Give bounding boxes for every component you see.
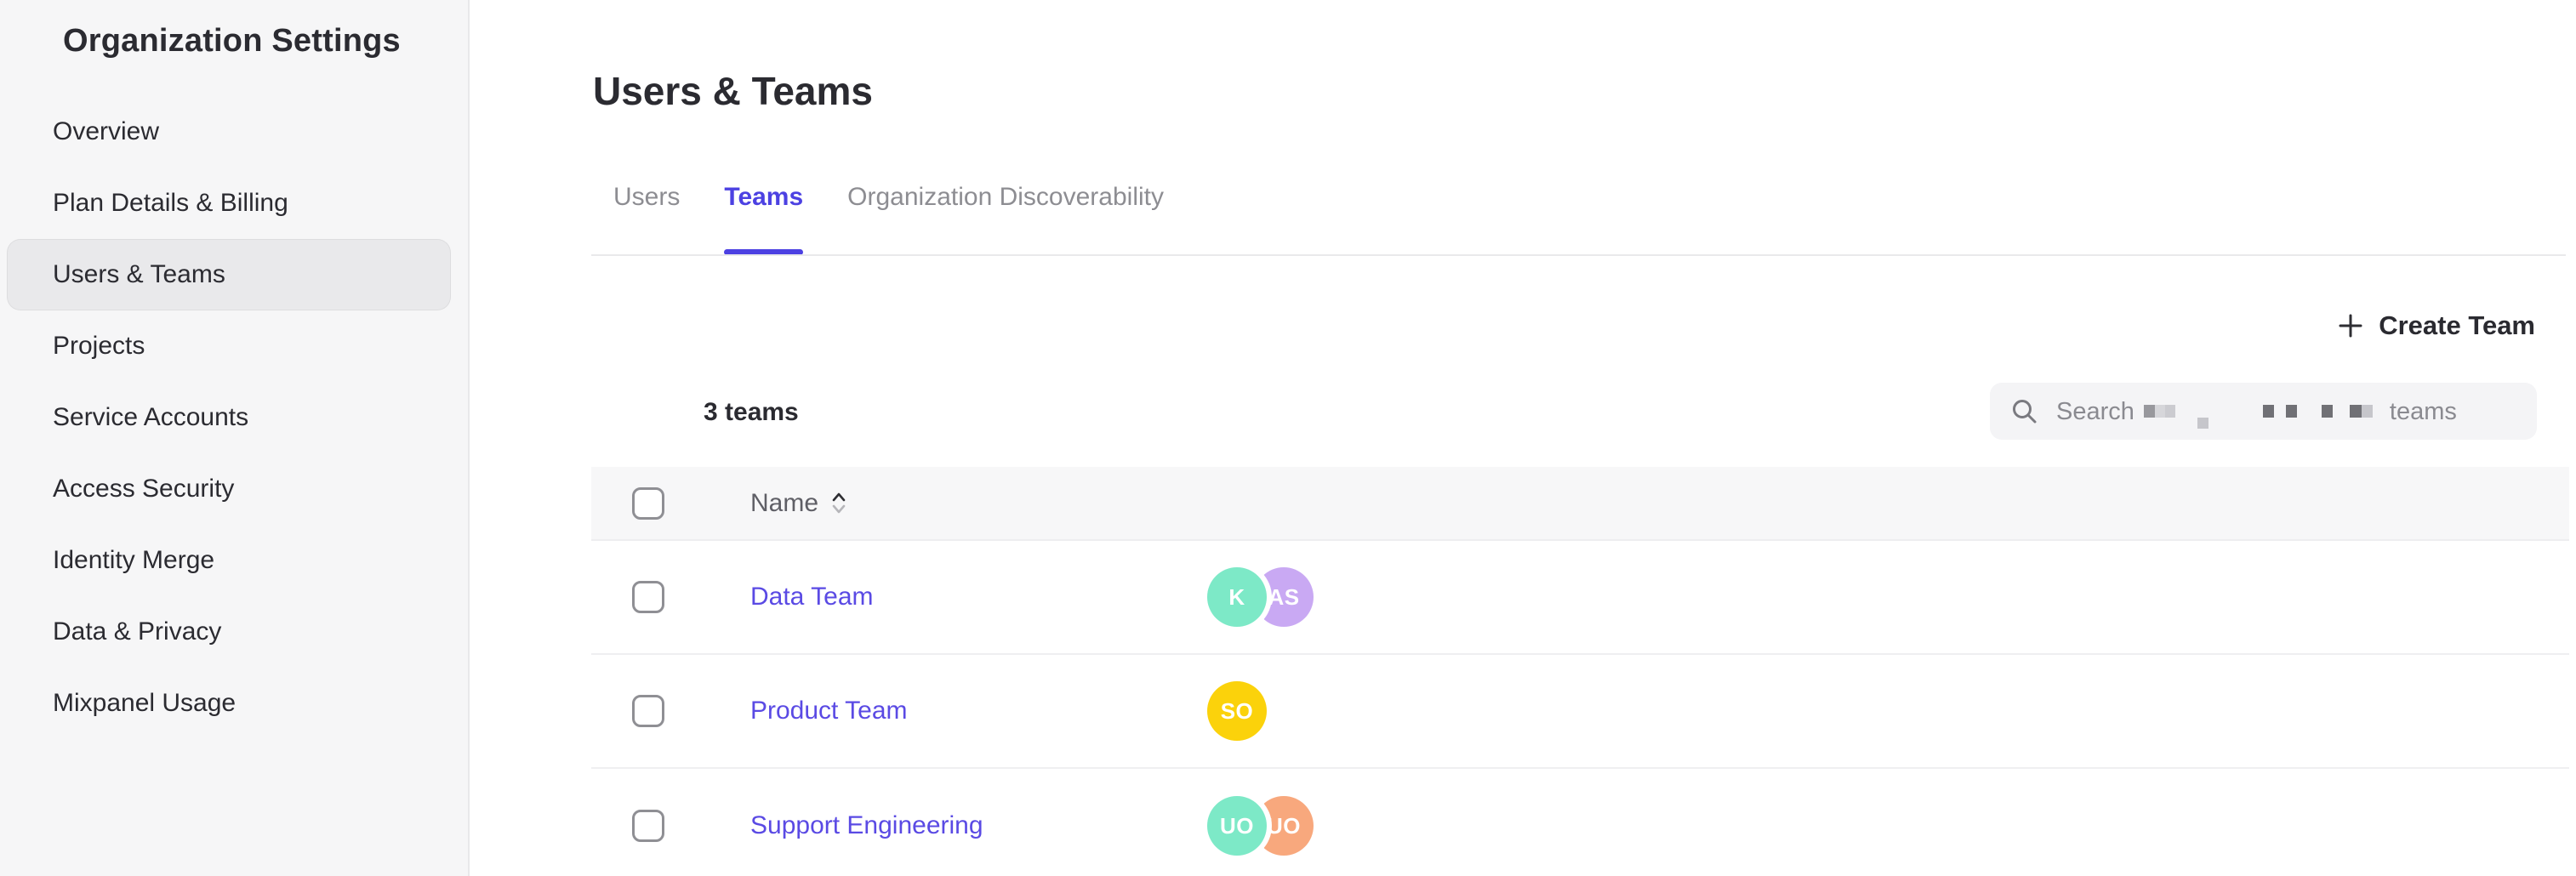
- tab-teams[interactable]: Teams: [724, 172, 803, 255]
- redacted-text-block: [2164, 405, 2175, 418]
- sidebar-item-access-security[interactable]: Access Security: [53, 475, 235, 503]
- team-count: 3 teams: [704, 398, 799, 426]
- row-checkbox[interactable]: [632, 810, 664, 842]
- row-checkbox[interactable]: [632, 581, 664, 613]
- table-row: Data Team K AS: [591, 541, 2569, 655]
- avatar: UO: [1207, 796, 1267, 856]
- tab-separator-line: [591, 254, 2566, 256]
- sidebar-item-users-teams[interactable]: Users & Teams: [7, 239, 451, 310]
- redacted-text-block: [2285, 405, 2297, 418]
- sort-arrows-icon: [832, 492, 846, 514]
- team-link-product-team[interactable]: Product Team: [750, 697, 908, 725]
- avatar: K: [1207, 567, 1267, 627]
- tab-bar: Users Teams Organization Discoverability: [613, 172, 1164, 255]
- team-link-data-team[interactable]: Data Team: [750, 583, 874, 611]
- sort-name-button[interactable]: [830, 492, 847, 515]
- create-team-label: Create Team: [2379, 310, 2535, 340]
- member-avatars: SO: [1207, 681, 1267, 741]
- member-avatars: K AS: [1207, 567, 1314, 627]
- column-header-name: Name: [750, 489, 847, 518]
- redacted-text-block: [2349, 405, 2362, 418]
- sidebar-item-data-privacy[interactable]: Data & Privacy: [53, 617, 222, 646]
- sidebar-title: Organization Settings: [63, 23, 401, 59]
- table-row: Product Team SO: [591, 655, 2569, 769]
- select-all-checkbox[interactable]: [632, 486, 664, 520]
- redacted-text-block: [2321, 405, 2333, 418]
- search-input[interactable]: Search teams: [1990, 383, 2537, 440]
- settings-sidebar: Organization Settings Overview Plan Deta…: [0, 0, 470, 876]
- sidebar-item-service-accounts[interactable]: Service Accounts: [53, 403, 249, 431]
- redacted-text-block: [2143, 405, 2155, 418]
- table-header-row: Name: [591, 467, 2569, 541]
- sidebar-item-mixpanel-usage[interactable]: Mixpanel Usage: [53, 689, 237, 717]
- tab-organization-discoverability[interactable]: Organization Discoverability: [847, 183, 1164, 211]
- table-row: Support Engineering UO UO: [591, 769, 2569, 876]
- row-checkbox[interactable]: [632, 695, 664, 727]
- redacted-text-block: [2262, 405, 2274, 418]
- avatar: SO: [1207, 681, 1267, 741]
- create-team-button[interactable]: Create Team: [2338, 308, 2535, 344]
- sidebar-item-plan-details-billing[interactable]: Plan Details & Billing: [53, 189, 288, 217]
- member-avatars: UO UO: [1207, 796, 1314, 856]
- search-placeholder-suffix: teams: [2389, 397, 2457, 425]
- search-icon: [2013, 399, 2037, 423]
- sidebar-item-identity-merge[interactable]: Identity Merge: [53, 546, 215, 574]
- sidebar-item-overview[interactable]: Overview: [53, 117, 160, 145]
- redacted-text-block: [2154, 405, 2165, 418]
- page-title: Users & Teams: [593, 68, 873, 113]
- redacted-text-block: [2197, 418, 2208, 429]
- team-link-support-engineering[interactable]: Support Engineering: [750, 811, 983, 839]
- sidebar-item-projects[interactable]: Projects: [53, 332, 145, 360]
- tab-users[interactable]: Users: [613, 183, 681, 211]
- redacted-text-block: [2361, 405, 2373, 418]
- search-placeholder-prefix: Search: [2056, 397, 2134, 425]
- sidebar-nav: Overview Plan Details & Billing Users & …: [7, 96, 451, 739]
- plus-icon: [2339, 314, 2362, 338]
